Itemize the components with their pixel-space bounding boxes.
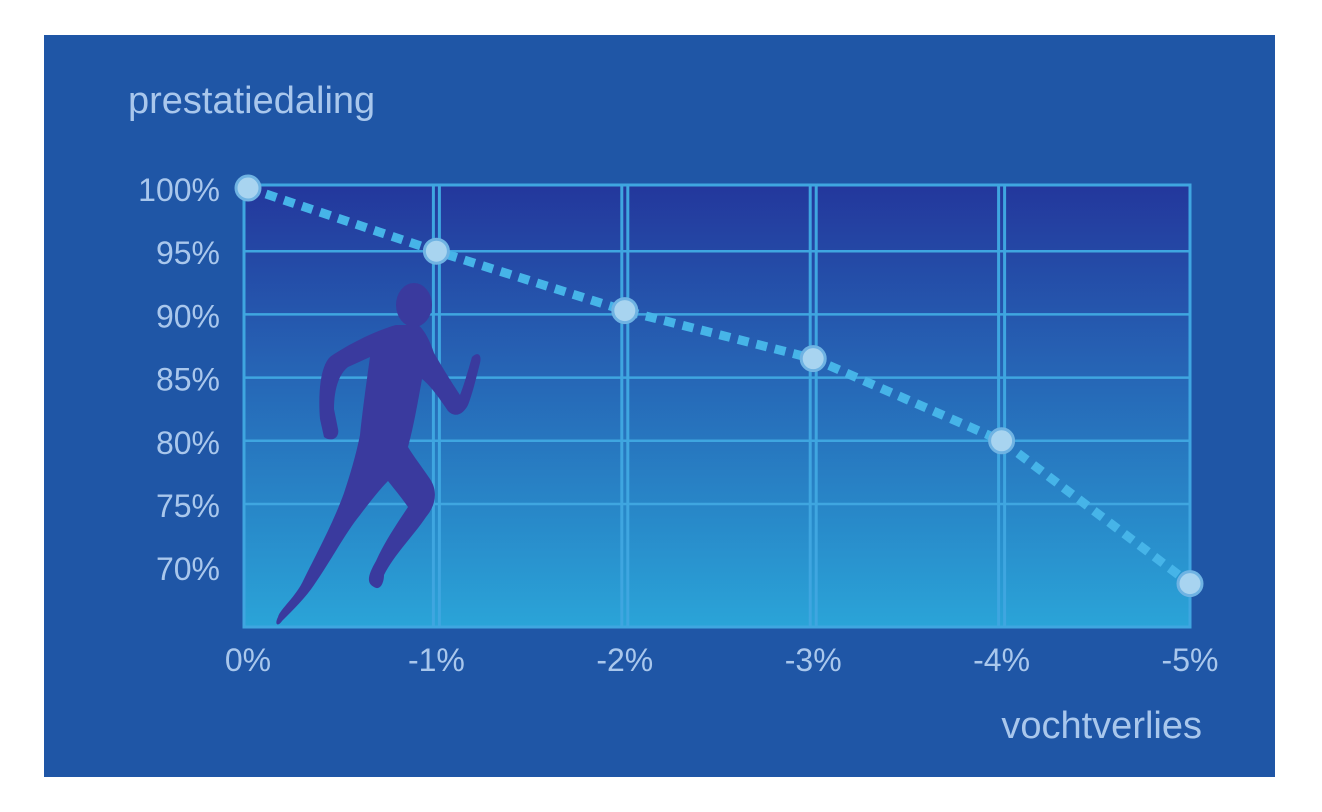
data-point [988,427,1016,455]
y-tick-label: 90% [156,298,220,334]
y-tick-label: 80% [156,425,220,461]
data-point [234,174,262,202]
data-point [799,345,827,373]
plot-border [242,183,1192,629]
x-tick-label: -3% [785,642,842,678]
data-point [611,297,639,325]
y-axis-title: prestatiedaling [128,80,375,122]
runner-silhouette-icon [276,283,481,625]
x-tick-label: -5% [1162,642,1219,678]
x-tick-label: -1% [408,642,465,678]
x-tick-label: 0% [225,642,271,678]
data-point [1176,570,1204,598]
x-axis-title: vochtverlies [1001,705,1202,747]
y-tick-label: 75% [156,488,220,524]
y-tick-label: 100% [138,172,220,208]
x-axis-ticks: 0% -1% -2% -3% -4% -5% [225,642,1219,678]
data-point [422,237,450,265]
y-tick-label: 85% [156,362,220,398]
y-axis-ticks: 100% 95% 90% 85% 80% 75% 70% [138,172,220,587]
line-chart: 100% 95% 90% 85% 80% 75% 70% 0% -1% -2% -3% -4% -5%… [128,80,1219,747]
y-tick-label: 95% [156,235,220,271]
chart-panel: 100% 95% 90% 85% 80% 75% 70% 0% -1% -2% -3% -4% -5%… [44,35,1275,777]
y-tick-label: 70% [156,551,220,587]
x-tick-label: -2% [596,642,653,678]
series-markers [234,174,1204,598]
x-tick-label: -4% [973,642,1030,678]
